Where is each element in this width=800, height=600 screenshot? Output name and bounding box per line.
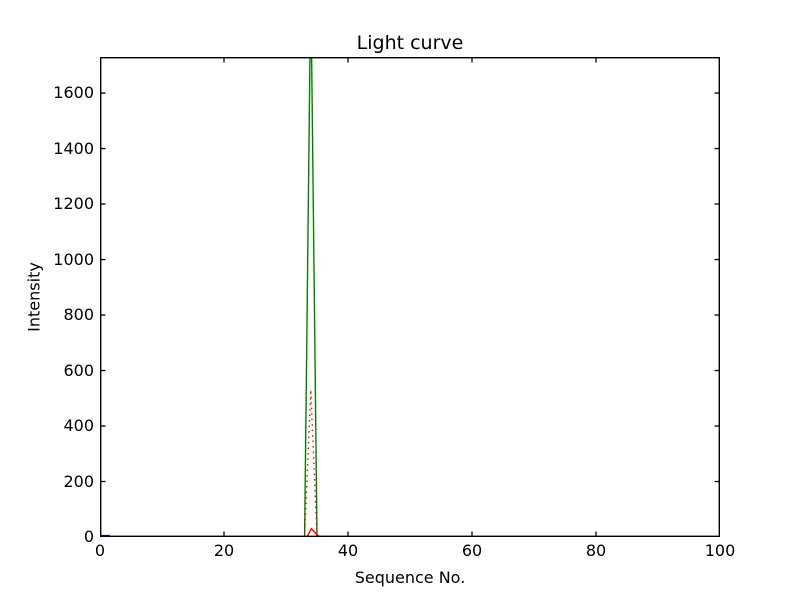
x-tick-label: 40 (337, 541, 359, 560)
x-axis-label: Sequence No. (354, 568, 466, 587)
x-tick-label: 60 (461, 541, 483, 560)
y-tick-label: 600 (63, 360, 94, 380)
series-green-solid (100, 57, 671, 537)
y-tick-label: 1200 (53, 194, 94, 214)
plot-frame (100, 57, 720, 537)
x-tick-label: 100 (704, 541, 736, 560)
y-tick-label: 200 (63, 471, 94, 491)
series-red-solid (100, 527, 671, 537)
plot-canvas (100, 57, 720, 537)
x-tick-label: 0 (94, 541, 106, 560)
y-tick-label: 1600 (53, 83, 94, 103)
y-tick-label: 0 (83, 527, 94, 546)
y-tick-label: 1400 (53, 138, 94, 158)
y-tick-label: 1000 (53, 249, 94, 269)
y-tick-label: 800 (63, 305, 94, 325)
chart-title: Light curve (356, 32, 464, 54)
x-tick-label: 80 (585, 541, 607, 560)
plot-area (100, 57, 720, 537)
y-tick-label: 400 (63, 416, 94, 436)
x-tick-label: 20 (213, 541, 235, 560)
